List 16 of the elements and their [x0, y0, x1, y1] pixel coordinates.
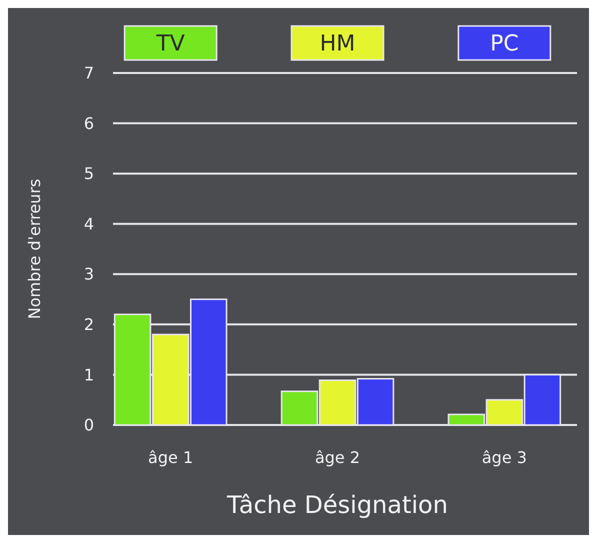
x-tick-label: âge 2 [314, 448, 360, 467]
y-axis-title: Nombre d'erreurs [25, 178, 44, 320]
text: HM [320, 32, 356, 57]
x-tick-label: âge 1 [148, 448, 194, 467]
text: TV [155, 32, 185, 57]
x-tick-label: âge 3 [482, 448, 527, 467]
y-tick-label: 0 [84, 416, 94, 435]
y-tick-label: 7 [84, 64, 94, 83]
x-axis-title: Tâche Désignation [226, 491, 448, 519]
y-tick-label: 1 [84, 365, 94, 384]
y-tick-label: 2 [84, 315, 94, 334]
text: PC [490, 32, 519, 57]
y-tick-label: 3 [84, 264, 94, 284]
y-tick-label: 4 [84, 214, 94, 234]
y-tick-label: 6 [84, 114, 94, 133]
y-tick-label: 5 [84, 164, 94, 184]
